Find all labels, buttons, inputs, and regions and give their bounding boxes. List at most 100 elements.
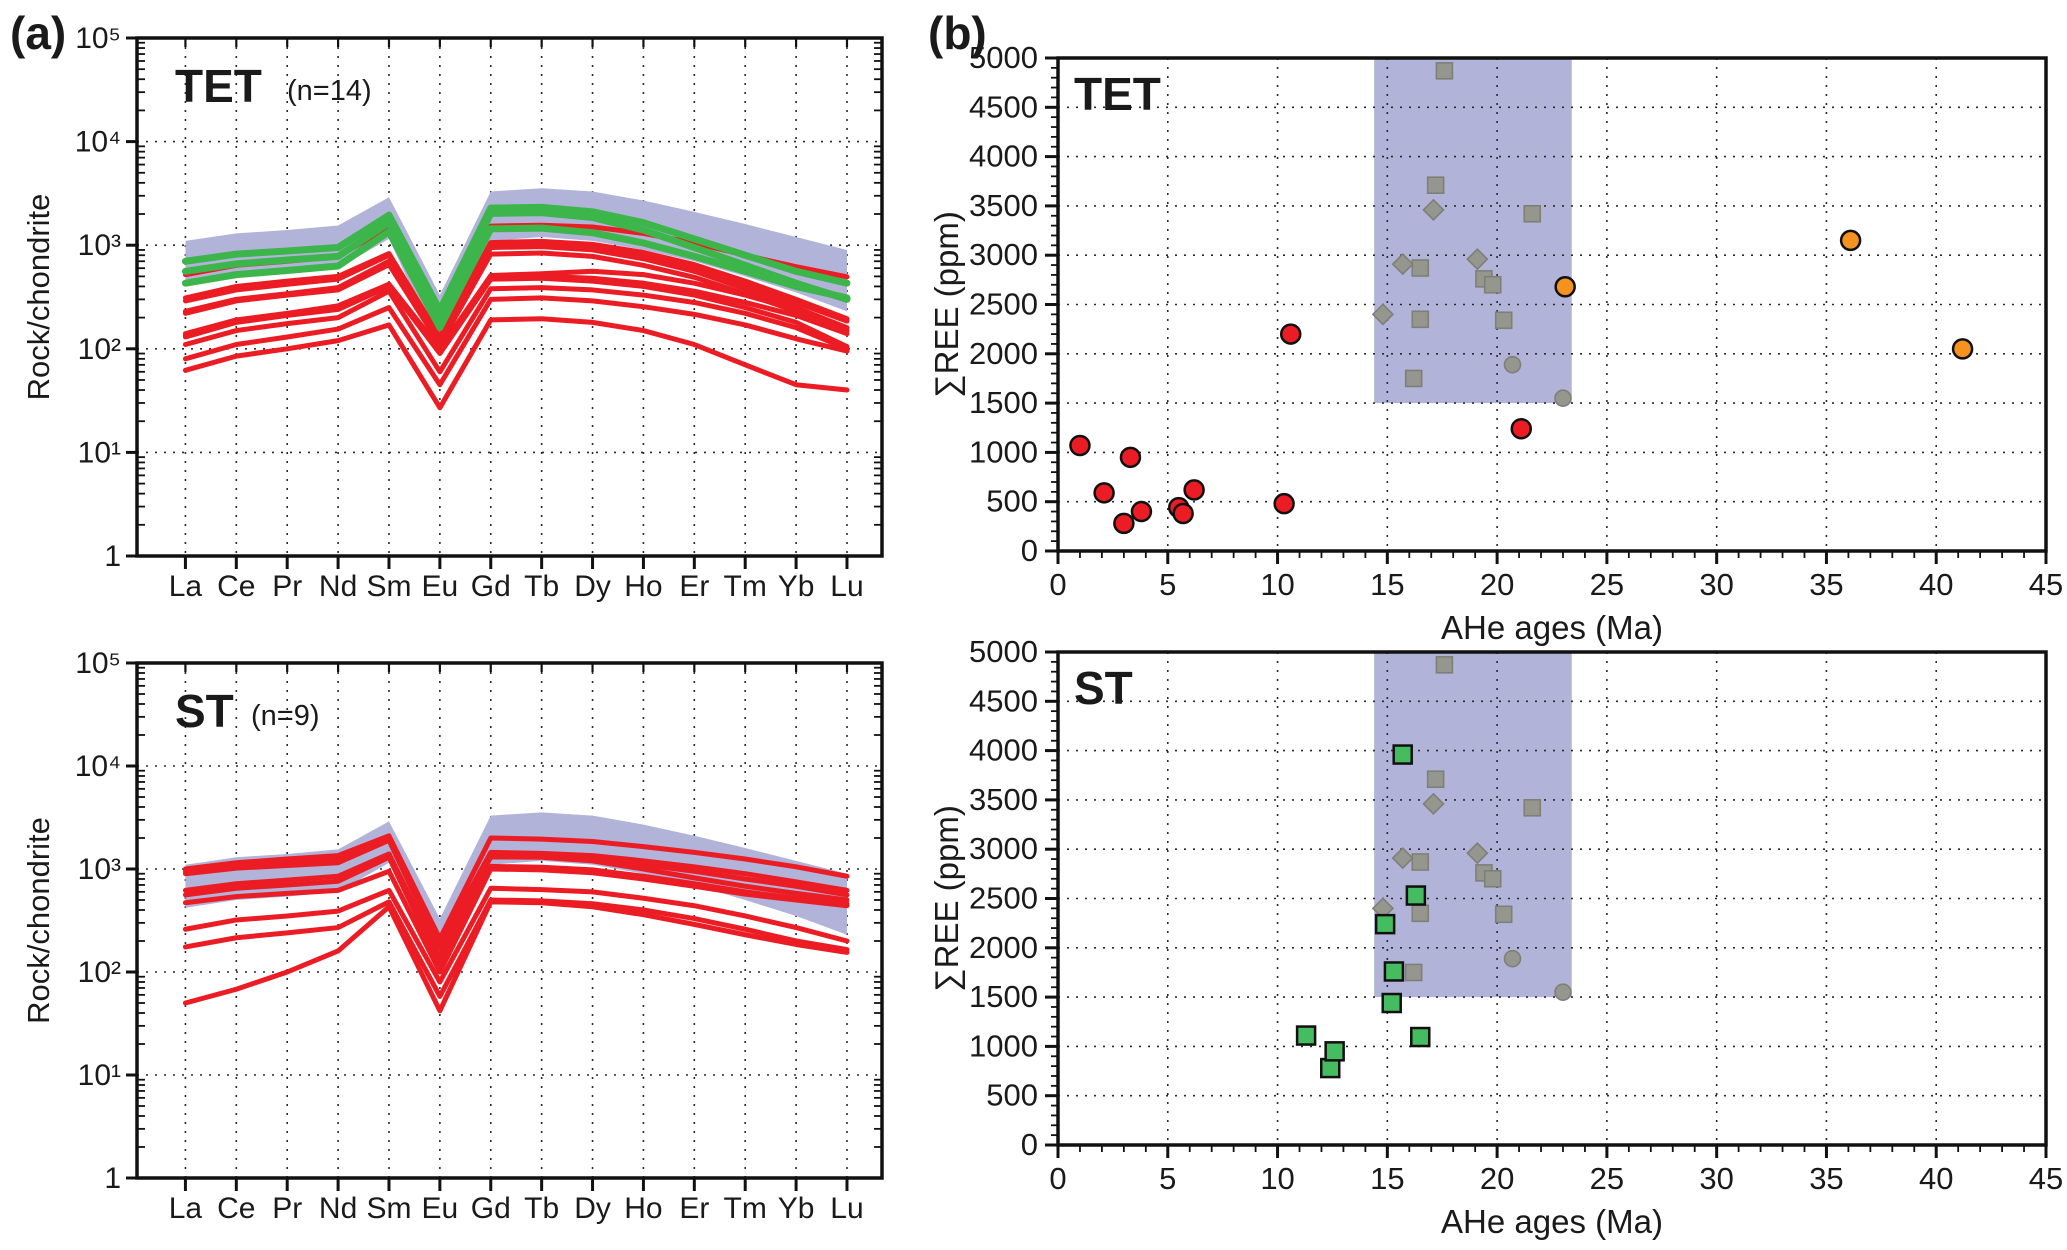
svg-text:35: 35	[1809, 1161, 1843, 1196]
svg-text:0: 0	[1021, 1127, 1038, 1162]
svg-text:45: 45	[2029, 1161, 2063, 1196]
data-point	[1130, 500, 1153, 523]
svg-text:Lu: Lu	[830, 1192, 863, 1225]
series-red-4	[182, 851, 850, 960]
svg-text:Sm: Sm	[366, 1192, 411, 1225]
svg-text:0: 0	[1049, 1161, 1066, 1196]
svg-text:2500: 2500	[969, 287, 1038, 322]
series-green-3	[181, 224, 851, 332]
svg-text:Tm: Tm	[724, 1192, 767, 1225]
data-point	[1119, 446, 1142, 469]
series-gray-diamonds	[1371, 198, 1489, 326]
svg-text:30: 30	[1699, 1161, 1733, 1196]
data-point	[1371, 303, 1395, 326]
series-green-2	[181, 209, 851, 322]
svg-text:Gd: Gd	[471, 570, 511, 603]
svg-text:Gd: Gd	[471, 1192, 511, 1225]
svg-text:∑REE (ppm): ∑REE (ppm)	[928, 805, 965, 992]
svg-text:1: 1	[104, 540, 121, 573]
svg-text:Eu: Eu	[422, 570, 459, 603]
series-gray-diamonds	[1371, 792, 1489, 920]
svg-text:La: La	[169, 570, 203, 603]
data-point	[1404, 369, 1423, 388]
chart-title: ST (n=9)	[175, 685, 320, 737]
svg-text:Sm: Sm	[366, 570, 411, 603]
svg-text:Ho: Ho	[624, 570, 662, 603]
series-gray-circles	[1503, 355, 1572, 407]
svg-text:20: 20	[1480, 567, 1514, 602]
series-gray-squares	[1404, 656, 1542, 982]
svg-text:10³: 10³	[78, 853, 121, 886]
series-red-10	[182, 295, 850, 388]
svg-text:ST: ST	[175, 685, 234, 737]
data-point	[1183, 479, 1205, 501]
series-red-1	[182, 833, 850, 942]
series-gray-circles	[1503, 949, 1572, 1001]
svg-text:20: 20	[1480, 1161, 1514, 1196]
data-point	[1411, 259, 1430, 277]
data-point	[1466, 842, 1489, 865]
series-red-3	[182, 241, 850, 342]
svg-text:Rock/chondrite: Rock/chondrite	[21, 194, 56, 401]
series-green-squares	[1295, 744, 1431, 1079]
spider-chart-TET: 10⁵ 10⁴ 10³ 10² 10¹ 1 La Ce Pr Nd Sm Eu Gd Tb Dy Ho Er Tm…	[21, 22, 884, 603]
series-red-11	[182, 316, 850, 411]
svg-text:Dy: Dy	[574, 570, 611, 603]
svg-text:2000: 2000	[969, 930, 1038, 965]
axis-labels: 0 5 10 15 20 25 30 35 40 45 0 500 1000 1500 2000 2500 30…	[928, 634, 2063, 1240]
svg-text:500: 500	[986, 484, 1038, 519]
svg-text:3500: 3500	[969, 782, 1038, 817]
data-point	[1093, 482, 1115, 504]
svg-text:TET: TET	[175, 60, 262, 112]
data-point	[1391, 252, 1414, 276]
axis-labels: 10⁵ 10⁴ 10³ 10² 10¹ 1 La Ce Pr Nd Sm Eu Gd Tb Dy Ho Er Tm…	[21, 22, 864, 603]
data-point	[1405, 885, 1427, 906]
panel-a-label: (a)	[10, 7, 67, 59]
svg-text:5000: 5000	[969, 634, 1038, 669]
gridlines	[1058, 58, 2046, 551]
svg-text:Pr: Pr	[272, 570, 302, 603]
data-point	[1279, 323, 1302, 345]
data-point	[1554, 276, 1576, 298]
data-point	[1319, 1057, 1341, 1079]
svg-text:5000: 5000	[969, 40, 1038, 75]
series-red-7	[182, 885, 850, 985]
svg-text:Eu: Eu	[422, 1192, 459, 1225]
svg-text:3500: 3500	[969, 188, 1038, 223]
svg-text:Tb: Tb	[524, 570, 559, 603]
svg-text:AHe ages (Ma): AHe ages (Ma)	[1441, 1203, 1663, 1240]
svg-text:3000: 3000	[969, 237, 1038, 272]
data-point	[1523, 204, 1542, 223]
data-point	[1426, 770, 1445, 788]
chart-title: ST	[1074, 662, 1133, 714]
series-lines	[182, 833, 850, 1014]
data-point	[1839, 229, 1862, 252]
svg-text:Ce: Ce	[217, 1192, 255, 1225]
data-point	[1295, 1025, 1317, 1046]
series-green-1	[181, 203, 851, 314]
data-point	[1113, 512, 1135, 535]
axes	[1045, 56, 2048, 564]
data-point	[1494, 905, 1513, 924]
series-red-circles	[1069, 323, 1533, 535]
shaded-age-window	[1374, 652, 1572, 998]
data-point	[1554, 389, 1572, 407]
svg-text:1000: 1000	[969, 434, 1038, 469]
svg-text:Rock/chondrite: Rock/chondrite	[21, 817, 56, 1024]
svg-text:10⁴: 10⁴	[75, 750, 121, 783]
svg-text:5: 5	[1159, 1161, 1176, 1196]
svg-text:10²: 10²	[78, 333, 121, 366]
data-points	[1295, 656, 1572, 1079]
svg-text:4000: 4000	[969, 139, 1038, 174]
axes	[126, 661, 884, 1191]
svg-text:1500: 1500	[969, 385, 1038, 420]
svg-text:15: 15	[1370, 567, 1404, 602]
svg-text:45: 45	[2029, 567, 2063, 602]
svg-text:15: 15	[1370, 1161, 1404, 1196]
svg-text:4000: 4000	[969, 733, 1038, 768]
data-point	[1483, 869, 1502, 888]
data-point	[1435, 62, 1454, 80]
data-point	[1483, 275, 1502, 294]
